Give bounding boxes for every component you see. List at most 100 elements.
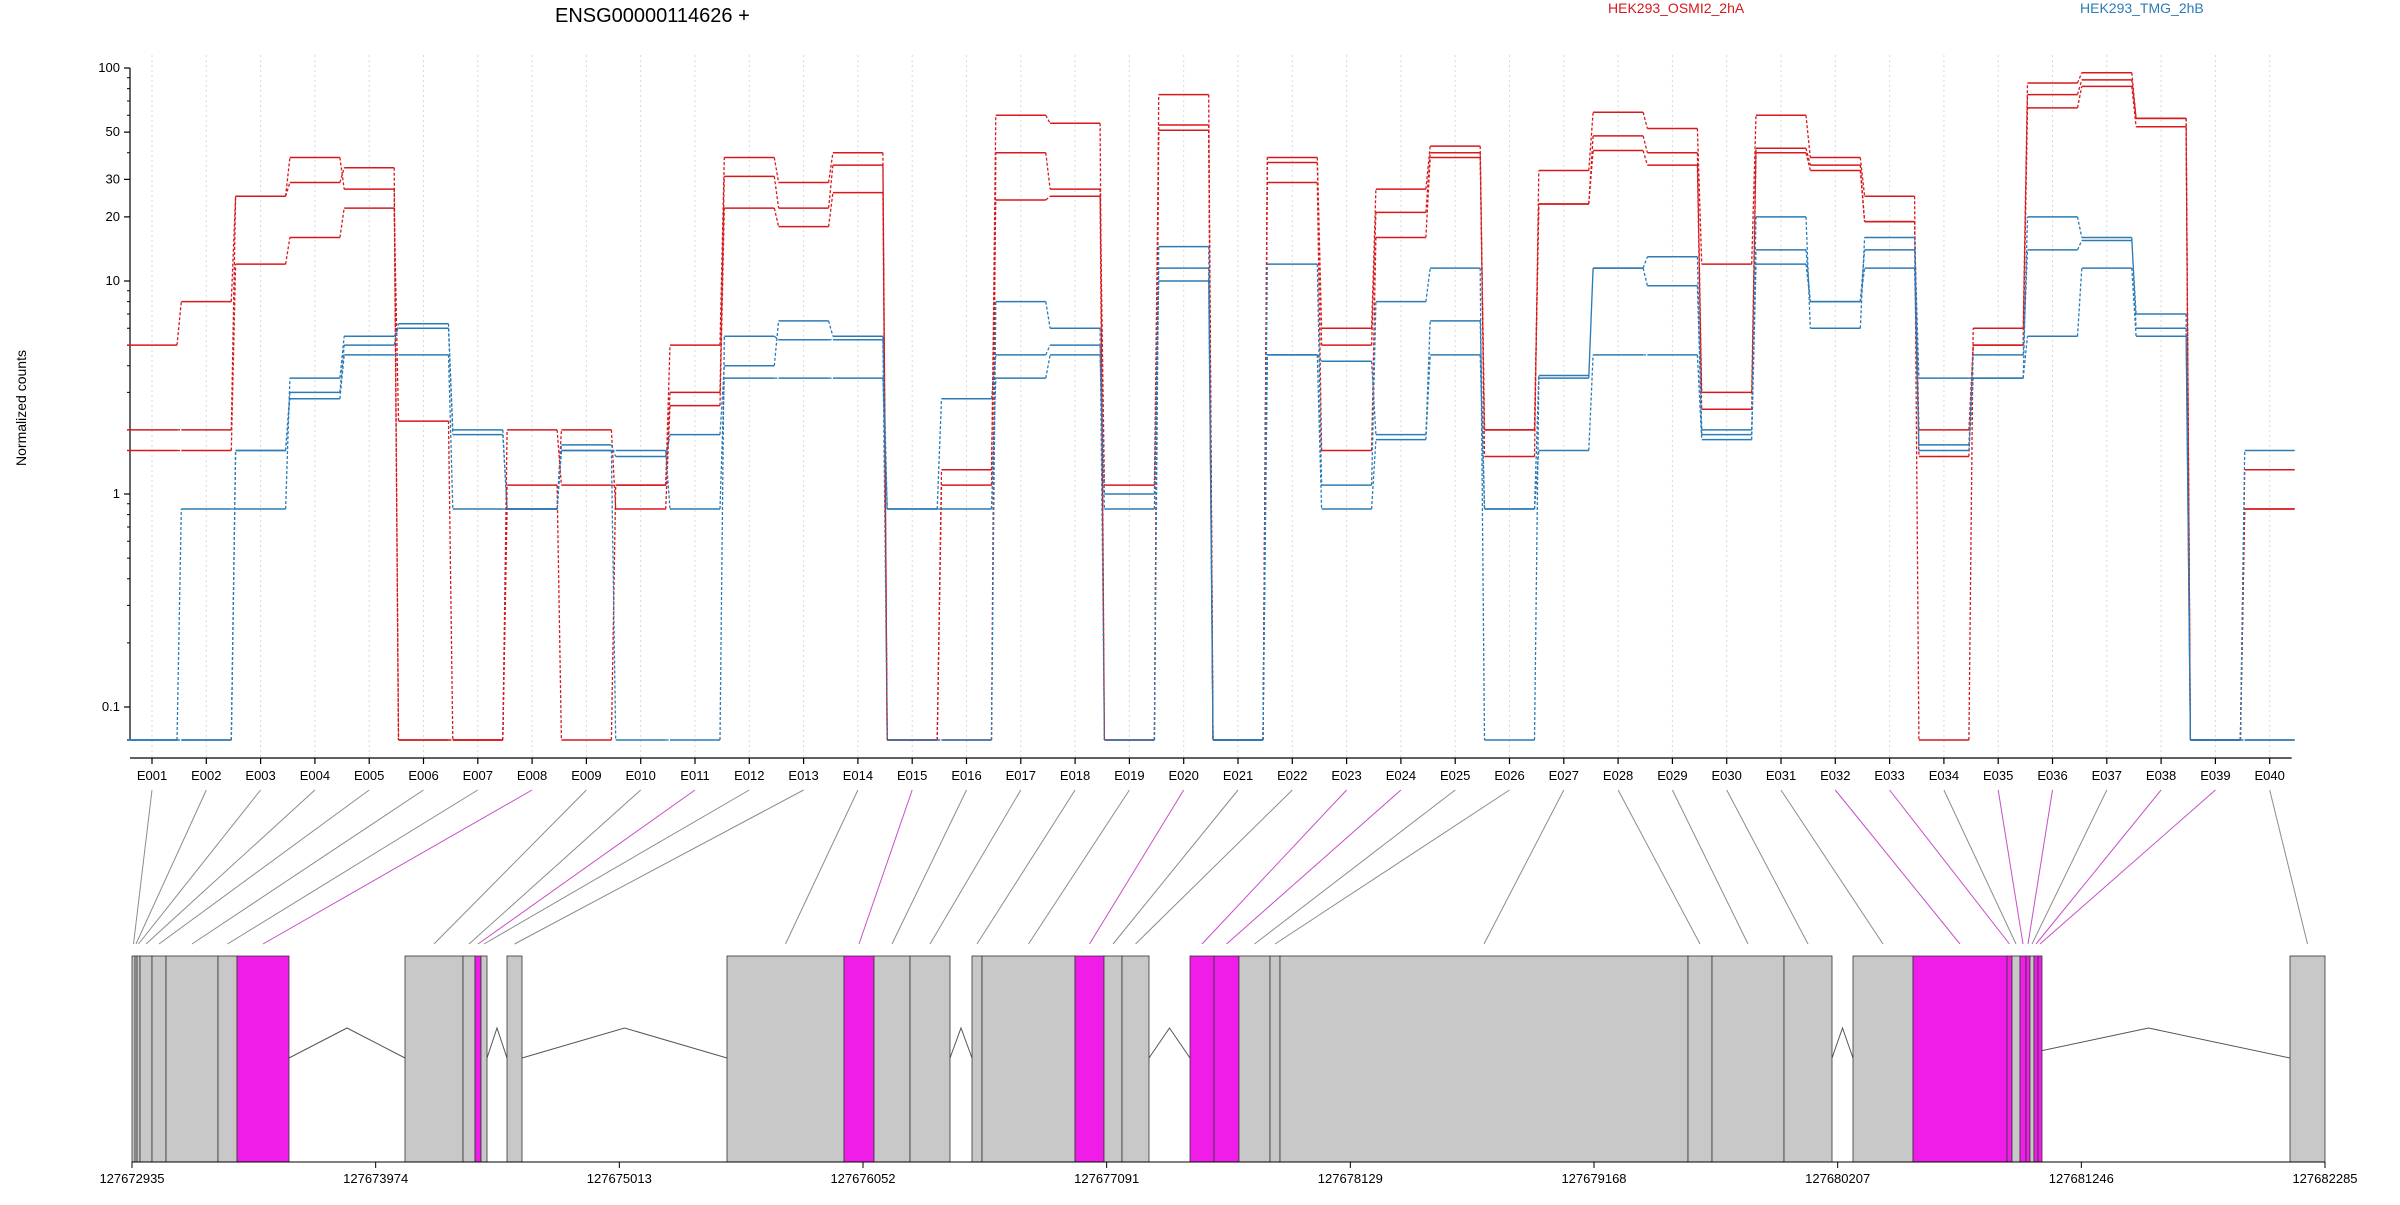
x-tick-label: E002 xyxy=(191,768,221,783)
series-transition xyxy=(719,208,725,406)
series-transition xyxy=(882,336,888,510)
series-transition xyxy=(2131,79,2137,119)
exon-connector xyxy=(1780,789,1884,945)
series-transition xyxy=(1642,256,1649,269)
exon-bin xyxy=(2029,955,2035,1163)
exon-bin xyxy=(1711,955,1785,1163)
series-transition xyxy=(1425,320,1431,435)
exon-connector xyxy=(785,789,859,945)
series-transition xyxy=(1479,157,1486,430)
exon-bin xyxy=(2025,955,2031,1163)
series-transition xyxy=(827,192,834,227)
series-transition xyxy=(719,157,725,346)
series-transition xyxy=(1533,203,1540,430)
series-transition xyxy=(1805,152,1811,171)
series-transition xyxy=(882,165,888,741)
x-tick-label: E012 xyxy=(734,768,764,783)
series-transition xyxy=(1262,182,1268,741)
exon-connector xyxy=(2269,789,2308,945)
x-tick-label: E037 xyxy=(2092,768,2122,783)
series-transition xyxy=(1370,439,1377,510)
series-transition xyxy=(773,320,780,366)
series-transition xyxy=(447,354,454,510)
series-transition xyxy=(1642,267,1649,286)
exon-connector xyxy=(158,789,370,945)
y-axis: 0.1 1 10 20 30 50 100 xyxy=(98,60,131,740)
series-transition xyxy=(2076,268,2083,337)
gene-model xyxy=(131,955,2326,1163)
exon-bin xyxy=(1912,955,2008,1163)
series-transition xyxy=(827,320,834,337)
series-transition xyxy=(882,192,888,741)
exon-connector xyxy=(133,789,153,945)
x-tick-label: E025 xyxy=(1440,768,1470,783)
x-tick-label: E022 xyxy=(1277,768,1307,783)
exon-bin xyxy=(236,955,290,1163)
x-tick-label: E001 xyxy=(137,768,167,783)
exon-bin xyxy=(2037,955,2043,1163)
series-transition xyxy=(1968,328,1974,741)
y-tick-label: 50 xyxy=(106,124,120,139)
exon-connector xyxy=(929,789,1022,945)
series-transition xyxy=(2076,86,2083,108)
exon-connector xyxy=(227,789,479,945)
coordinate-label: 127676052 xyxy=(830,1171,895,1186)
series-transition xyxy=(2022,249,2029,355)
series-transition xyxy=(2185,336,2192,741)
exon-bin xyxy=(404,955,464,1163)
y-axis-label: Normalized counts xyxy=(13,350,29,466)
x-tick-label: E018 xyxy=(1060,768,1090,783)
series-transition xyxy=(610,429,617,510)
y-tick-label: 10 xyxy=(106,273,120,288)
series-transition xyxy=(556,429,563,510)
coordinate-label: 127680207 xyxy=(1805,1171,1870,1186)
series-transition xyxy=(1099,189,1106,486)
series-transition xyxy=(447,421,454,741)
series-transition xyxy=(2076,79,2083,95)
exon-bin xyxy=(843,955,875,1163)
exon-connector xyxy=(2035,789,2162,945)
series-transition xyxy=(1479,354,1486,510)
series-transition xyxy=(882,378,888,510)
x-tick-label: E039 xyxy=(2200,768,2230,783)
exon-bin xyxy=(2289,955,2326,1163)
series-transition xyxy=(502,434,508,510)
series-transition xyxy=(1913,237,1920,379)
exon-bin xyxy=(165,955,219,1163)
x-tick-label: E004 xyxy=(300,768,330,783)
x-tick-label: E032 xyxy=(1820,768,1850,783)
series-transition xyxy=(284,182,291,197)
series-transition xyxy=(2076,72,2083,84)
series-transition xyxy=(284,157,291,197)
series-transition xyxy=(1642,112,1649,129)
series-transition xyxy=(230,450,237,741)
x-tick-label: E017 xyxy=(1006,768,1036,783)
series-transition xyxy=(990,354,997,399)
series-transition xyxy=(284,378,291,510)
series-transition xyxy=(827,152,834,183)
series-transition xyxy=(1045,301,1051,329)
series-transition xyxy=(1045,344,1051,356)
series-transition xyxy=(1208,280,1214,741)
series-transition xyxy=(1045,152,1051,190)
series-transition xyxy=(719,378,725,510)
series-transition xyxy=(773,207,780,227)
series-transition xyxy=(1045,195,1051,201)
exon-connector xyxy=(1226,789,1402,945)
x-tick-label: E014 xyxy=(843,768,873,783)
x-tick-label: E024 xyxy=(1386,768,1416,783)
series-transition xyxy=(1805,115,1811,158)
series-transition xyxy=(1153,124,1160,486)
x-tick-label: E031 xyxy=(1766,768,1796,783)
series-transition xyxy=(1805,249,1811,302)
exon-connector xyxy=(1617,789,1701,945)
series-transition xyxy=(1751,249,1757,430)
exon-connector xyxy=(2031,789,2108,945)
exon-connector xyxy=(1997,789,2024,945)
x-tick-label: E020 xyxy=(1169,768,1199,783)
x-tick-label: E034 xyxy=(1929,768,1959,783)
series-transition xyxy=(339,354,345,399)
series-transition xyxy=(1153,280,1160,510)
x-tick-label: E036 xyxy=(2037,768,2067,783)
